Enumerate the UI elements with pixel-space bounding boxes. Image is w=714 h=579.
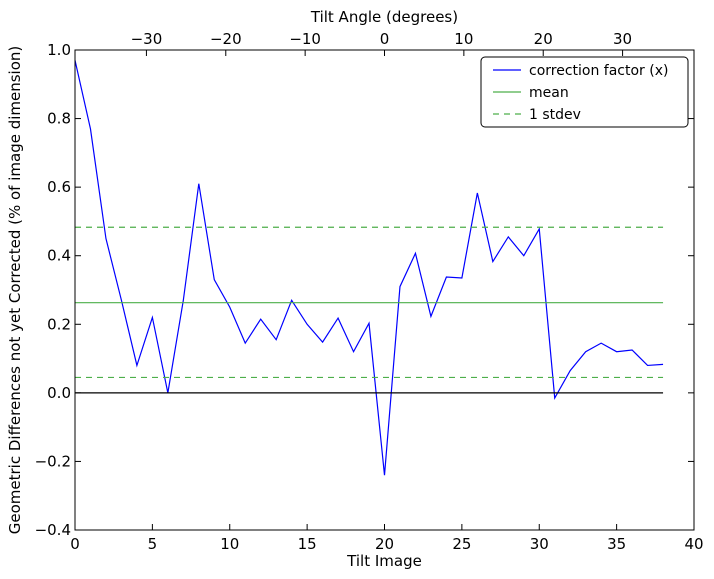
x-axis-title: Tilt Image <box>346 552 422 570</box>
x-tick-label: 20 <box>375 535 394 553</box>
y-tick-label: −0.2 <box>35 452 71 470</box>
y-tick-label: 0.0 <box>47 384 71 402</box>
legend-label: correction factor (x) <box>529 63 668 79</box>
top-x-tick-label: 0 <box>380 30 390 48</box>
y-tick-label: 1.0 <box>47 41 71 59</box>
x-tick-label: 5 <box>148 535 158 553</box>
legend-label: 1 stdev <box>529 107 581 123</box>
top-x-axis-title: Tilt Angle (degrees) <box>310 8 458 26</box>
ticks: 0 5 10 15 20 25 30 35 40 −0.4 −0.2 0.0 0.2 0.4 0.6 0.8 1… <box>35 30 704 553</box>
x-tick-label: 15 <box>298 535 317 553</box>
x-tick-label: 25 <box>452 535 471 553</box>
plot-lines <box>74 60 664 476</box>
x-tick-label: 30 <box>530 535 549 553</box>
legend-box <box>480 56 689 128</box>
legend-label: mean <box>529 85 569 101</box>
y-tick-label: 0.2 <box>47 315 71 333</box>
top-x-tick-label: 10 <box>454 30 473 48</box>
y-tick-label: −0.4 <box>35 521 71 539</box>
series-line-0 <box>74 60 664 476</box>
x-tick-label: 35 <box>607 535 626 553</box>
top-x-tick-label: −10 <box>289 30 321 48</box>
x-tick-label: 10 <box>220 535 239 553</box>
top-x-tick-label: 20 <box>534 30 553 48</box>
x-tick-label: 40 <box>684 535 703 553</box>
y-tick-label: 0.4 <box>47 247 71 265</box>
top-x-tick-label: 30 <box>613 30 632 48</box>
legend: correction factor (x) mean 1 stdev <box>480 56 689 128</box>
y-tick-label: 0.6 <box>47 178 71 196</box>
y-tick-label: 0.8 <box>47 110 71 128</box>
y-axis-title: Geometric Differences not yet Corrected … <box>6 46 24 535</box>
top-x-tick-label: −30 <box>131 30 163 48</box>
x-tick-label: 0 <box>70 535 80 553</box>
top-x-tick-label: −20 <box>210 30 242 48</box>
